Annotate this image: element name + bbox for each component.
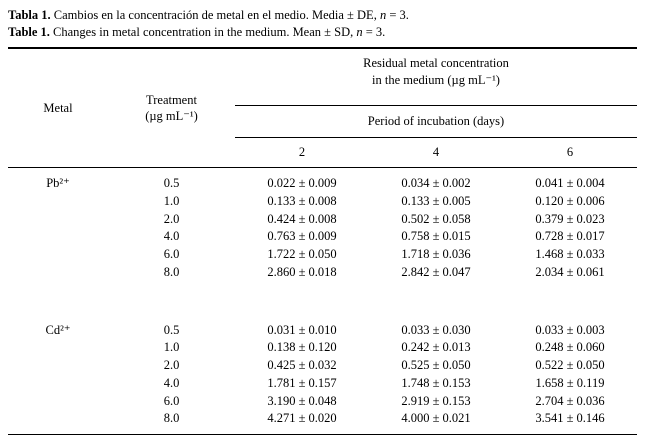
value-cell-day2: 4.271 ± 0.020 — [267, 411, 337, 426]
caption-es-label: Tabla 1. — [8, 8, 51, 22]
table-row: 8.0 2.860 ± 0.018 2.842 ± 0.047 2.034 ± 0.0… — [8, 263, 637, 281]
value-cell-day6: 2.704 ± 0.036 — [535, 393, 605, 408]
header-day-6: 6 — [566, 145, 574, 159]
header-day-2: 2 — [298, 145, 306, 159]
treatment-cell: 1.0 — [163, 193, 180, 208]
table-row: 6.0 3.190 ± 0.048 2.919 ± 0.153 2.704 ± 0.0… — [8, 392, 637, 410]
caption-en: Table 1. Changes in metal concentration … — [8, 24, 637, 41]
treatment-cell: 0.5 — [163, 322, 180, 337]
value-cell-day4: 4.000 ± 0.021 — [401, 411, 471, 426]
value-cell-day4: 0.502 ± 0.058 — [401, 211, 471, 226]
value-cell-day2: 0.425 ± 0.032 — [267, 358, 337, 372]
value-cell-day4: 0.133 ± 0.005 — [401, 193, 471, 208]
metal-cell — [8, 374, 108, 392]
table-row: 1.0 0.138 ± 0.120 0.242 ± 0.013 0.248 ± 0.0… — [8, 339, 637, 357]
table-row: 2.0 0.425 ± 0.032 0.525 ± 0.050 0.522 ± 0.0… — [8, 357, 637, 375]
metal-cell — [8, 410, 108, 435]
group-spacer-row — [8, 281, 637, 321]
value-cell-day4: 0.525 ± 0.050 — [401, 358, 471, 372]
value-cell-day4: 0.033 ± 0.030 — [401, 322, 471, 337]
header-metal: Metal — [43, 100, 73, 115]
metal-cell — [8, 210, 108, 228]
header-row-top: Metal Treatment (µg mL⁻¹) Residual metal… — [8, 48, 638, 123]
value-cell-day4: 0.242 ± 0.013 — [401, 340, 471, 355]
treatment-cell: 2.0 — [163, 211, 180, 226]
spacer-cell — [8, 281, 637, 321]
value-cell-day2: 0.763 ± 0.009 — [267, 229, 337, 244]
caption-en-n: n — [356, 24, 363, 39]
value-cell-day6: 3.541 ± 0.146 — [535, 411, 605, 426]
value-cell-day6: 2.034 ± 0.061 — [535, 264, 605, 279]
value-cell-day4: 2.842 ± 0.047 — [401, 264, 471, 279]
value-cell-day2: 2.860 ± 0.018 — [267, 264, 337, 279]
table-row: 4.0 1.781 ± 0.157 1.748 ± 0.153 1.658 ± 0.1… — [8, 374, 637, 392]
caption-en-text: Changes in metal concentration in the me… — [53, 24, 354, 39]
value-cell-day2: 3.190 ± 0.048 — [267, 393, 337, 408]
metal-cell — [8, 339, 108, 357]
caption-en-tail: = 3. — [365, 24, 386, 39]
value-cell-day2: 1.781 ± 0.157 — [267, 375, 337, 390]
treatment-cell: 2.0 — [163, 358, 180, 372]
metal-cell — [8, 357, 108, 375]
value-cell-day2: 0.138 ± 0.120 — [267, 340, 337, 355]
caption-es-tail: = 3. — [389, 8, 409, 22]
caption-es-n: n — [379, 8, 387, 22]
caption-en-label: Table 1. — [8, 24, 50, 39]
treatment-cell: 0.5 — [163, 176, 180, 190]
table-row: 1.0 0.133 ± 0.008 0.133 ± 0.005 0.120 ± 0.0… — [8, 192, 637, 210]
value-cell-day4: 2.919 ± 0.153 — [401, 393, 471, 408]
treatment-cell: 4.0 — [163, 229, 180, 244]
value-cell-day6: 0.033 ± 0.003 — [535, 322, 605, 337]
value-cell-day6: 0.379 ± 0.023 — [535, 211, 605, 226]
value-cell-day2: 0.031 ± 0.010 — [267, 322, 337, 337]
value-cell-day6: 0.248 ± 0.060 — [535, 340, 605, 355]
treatment-cell: 6.0 — [163, 247, 180, 261]
table-row: 6.0 1.722 ± 0.050 1.718 ± 0.036 1.468 ± 0.0… — [8, 246, 637, 264]
table-row: 4.0 0.763 ± 0.009 0.758 ± 0.015 0.728 ± 0.0… — [8, 228, 637, 246]
table-row: Pb²⁺ 0.5 0.022 ± 0.009 0.034 ± 0.002 0.041 ±… — [8, 168, 637, 193]
value-cell-day6: 0.522 ± 0.050 — [535, 358, 605, 372]
value-cell-day4: 0.034 ± 0.002 — [401, 176, 471, 190]
table-row: Cd²⁺ 0.5 0.031 ± 0.010 0.033 ± 0.030 0.033 ±… — [8, 321, 637, 339]
value-cell-day6: 1.468 ± 0.033 — [535, 247, 605, 261]
table-row: 2.0 0.424 ± 0.008 0.502 ± 0.058 0.379 ± 0.0… — [8, 210, 637, 228]
header-treatment: Treatment (µg mL⁻¹) — [145, 92, 198, 123]
value-cell-day2: 1.722 ± 0.050 — [267, 247, 337, 261]
treatment-cell: 4.0 — [163, 375, 180, 390]
caption-es: Tabla 1. Cambios en la concentración de … — [8, 7, 637, 24]
treatment-cell: 8.0 — [163, 411, 180, 426]
treatment-cell: 6.0 — [163, 393, 180, 408]
table-row: 8.0 4.271 ± 0.020 4.000 ± 0.021 3.541 ± 0.1… — [8, 410, 637, 435]
value-cell-day6: 1.658 ± 0.119 — [535, 375, 605, 390]
value-cell-day4: 0.758 ± 0.015 — [401, 229, 471, 244]
data-table: Metal Treatment (µg mL⁻¹) Residual metal… — [8, 47, 638, 435]
header-period-of-incubation: Period of incubation (days) — [235, 105, 638, 138]
metal-cell: Pb²⁺ — [46, 176, 70, 190]
value-cell-day6: 0.120 ± 0.006 — [535, 193, 605, 208]
header-residual-concentration: Residual metal concentration in the medi… — [235, 48, 638, 106]
caption-es-text: Cambios en la concentración de metal en … — [53, 8, 377, 22]
metal-cell — [8, 263, 108, 281]
value-cell-day2: 0.424 ± 0.008 — [267, 211, 337, 226]
value-cell-day6: 0.728 ± 0.017 — [535, 229, 605, 244]
value-cell-day4: 1.748 ± 0.153 — [401, 375, 471, 390]
header-row-days: 2 4 6 — [8, 138, 637, 168]
metal-cell — [8, 192, 108, 210]
metal-cell — [8, 246, 108, 264]
metal-cell — [8, 392, 108, 410]
value-cell-day2: 0.022 ± 0.009 — [267, 176, 337, 190]
table-header: Metal Treatment (µg mL⁻¹) Residual metal… — [8, 48, 638, 168]
value-cell-day2: 0.133 ± 0.008 — [267, 193, 337, 208]
header-row-period: Period of incubation (days) — [8, 105, 638, 138]
treatment-cell: 1.0 — [163, 340, 180, 355]
metal-cell — [8, 228, 108, 246]
treatment-cell: 8.0 — [163, 264, 180, 279]
table-body: Pb²⁺ 0.5 0.022 ± 0.009 0.034 ± 0.002 0.041 ±… — [8, 168, 637, 435]
header-day-4: 4 — [432, 145, 440, 159]
value-cell-day6: 0.041 ± 0.004 — [535, 176, 605, 190]
value-cell-day4: 1.718 ± 0.036 — [401, 247, 471, 261]
metal-cell: Cd²⁺ — [45, 322, 71, 337]
